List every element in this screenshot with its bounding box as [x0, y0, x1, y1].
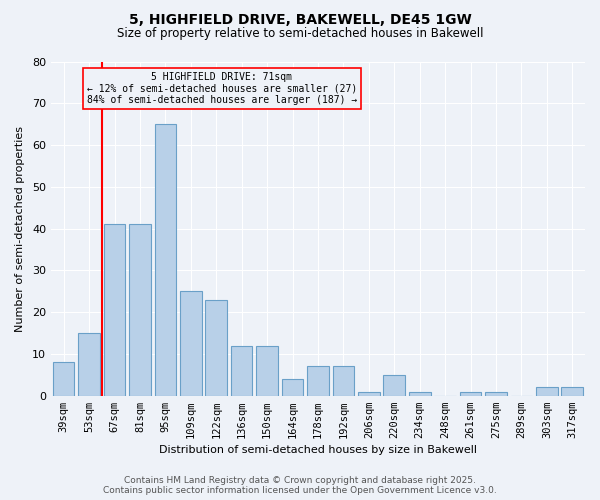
Bar [307, 366, 329, 396]
Bar [180, 292, 202, 396]
Bar [104, 224, 125, 396]
Bar [485, 392, 507, 396]
Bar [78, 333, 100, 396]
Bar [256, 346, 278, 396]
Bar [562, 388, 583, 396]
Bar [155, 124, 176, 396]
Bar [460, 392, 481, 396]
Bar [129, 224, 151, 396]
Text: 5 HIGHFIELD DRIVE: 71sqm
← 12% of semi-detached houses are smaller (27)
84% of s: 5 HIGHFIELD DRIVE: 71sqm ← 12% of semi-d… [87, 72, 357, 104]
Y-axis label: Number of semi-detached properties: Number of semi-detached properties [15, 126, 25, 332]
Bar [332, 366, 354, 396]
Bar [282, 379, 304, 396]
Bar [53, 362, 74, 396]
Bar [205, 300, 227, 396]
Bar [231, 346, 253, 396]
Text: Size of property relative to semi-detached houses in Bakewell: Size of property relative to semi-detach… [117, 28, 483, 40]
X-axis label: Distribution of semi-detached houses by size in Bakewell: Distribution of semi-detached houses by … [159, 445, 477, 455]
Text: 5, HIGHFIELD DRIVE, BAKEWELL, DE45 1GW: 5, HIGHFIELD DRIVE, BAKEWELL, DE45 1GW [128, 12, 472, 26]
Bar [536, 388, 557, 396]
Bar [383, 375, 405, 396]
Bar [409, 392, 431, 396]
Text: Contains HM Land Registry data © Crown copyright and database right 2025.
Contai: Contains HM Land Registry data © Crown c… [103, 476, 497, 495]
Bar [358, 392, 380, 396]
